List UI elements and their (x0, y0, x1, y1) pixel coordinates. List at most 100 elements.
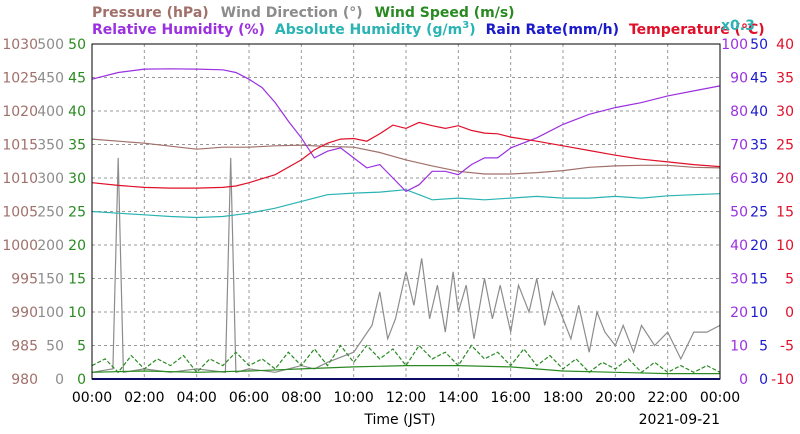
x-tick: 22:00 (647, 390, 687, 406)
wind-direction-axis-tick: 300 (37, 171, 64, 187)
wind-speed-axis-tick: 0 (77, 372, 86, 388)
wind-direction-axis-tick: 50 (46, 339, 64, 355)
wind-direction-axis-tick: 150 (37, 272, 64, 288)
legend-entry: Rain Rate(mm/h) (486, 22, 619, 38)
temperature-axis-tick: 20 (776, 171, 794, 187)
temperature-axis-tick: 10 (776, 238, 794, 254)
x-tick: 08:00 (281, 390, 321, 406)
humidity-axis-tick: 50 (730, 205, 748, 221)
temperature-axis-tick: 30 (776, 104, 794, 120)
humidity-axis-tick: 10 (730, 339, 748, 355)
humidity-axis-tick: 60 (730, 171, 748, 187)
rain-rate-axis-tick: 15 (750, 272, 768, 288)
x-tick: 00:00 (700, 390, 740, 406)
wind-direction-axis-tick: 250 (37, 205, 64, 221)
x-tick: 12:00 (386, 390, 426, 406)
x-tick: 20:00 (595, 390, 635, 406)
series-temperature (91, 121, 721, 189)
series-abs-humidity (91, 189, 721, 219)
wind-direction-axis-tick: 400 (37, 104, 64, 120)
wind-speed-axis-tick: 5 (77, 339, 86, 355)
x-axis: 00:00 02:00 04:00 06:00 08:00 10:00 12:00 14:00… (72, 390, 740, 406)
temperature-axis-tick: 5 (785, 272, 794, 288)
series-pressure (91, 138, 721, 175)
series-wind-direction (91, 157, 721, 374)
pressure-axis-tick: 980 (11, 372, 38, 388)
legend-entry: Wind Speed (m/s) (375, 5, 515, 21)
temperature-axis-tick: -10 (771, 372, 794, 388)
rain-rate-axis-tick: 45 (750, 71, 768, 87)
wind-direction-axis-tick: 500 (37, 37, 64, 53)
wind-direction-axis-tick: 450 (37, 71, 64, 87)
series-humidity (91, 68, 721, 193)
rain-rate-axis-tick: 30 (750, 171, 768, 187)
humidity-axis-tick: 20 (730, 305, 748, 321)
legend-entry: Relative Humidity (%) (92, 22, 265, 38)
rain-rate-axis-tick: 5 (759, 339, 768, 355)
rain-rate-axis-tick: 10 (750, 305, 768, 321)
temperature-axis-tick: 15 (776, 205, 794, 221)
legend-superscript: 3 (462, 20, 469, 31)
x-tick: 02:00 (124, 390, 164, 406)
x-tick: 16:00 (490, 390, 530, 406)
humidity-axis-tick: 100 (721, 37, 748, 53)
temperature-axis-tick: -5 (780, 339, 794, 355)
plot-grid (92, 44, 720, 379)
series-wind-speed (91, 344, 721, 374)
pressure-axis-tick: 995 (11, 272, 38, 288)
pressure-axis-tick: 985 (11, 339, 38, 355)
wind-direction-axis-tick: 100 (37, 305, 64, 321)
rain-rate-axis-tick: 40 (750, 104, 768, 120)
wind-speed-axis-tick: 20 (68, 238, 86, 254)
wind-speed-axis-tick: 15 (68, 272, 86, 288)
pressure-axis-tick: 1015 (2, 138, 38, 154)
x03-label: x0.3 (721, 18, 755, 34)
rain-rate-axis-tick: 0 (759, 372, 768, 388)
humidity-axis-tick: 0 (739, 372, 748, 388)
pressure-axis-tick: 1020 (2, 104, 38, 120)
x-tick: 10:00 (333, 390, 373, 406)
pressure-axis-tick: 990 (11, 305, 38, 321)
wind-speed-axis-tick: 40 (68, 104, 86, 120)
humidity-axis-tick: 80 (730, 104, 748, 120)
humidity-axis-tick: 40 (730, 238, 748, 254)
pressure-axis-tick: 1010 (2, 171, 38, 187)
pressure-axis-tick: 1030 (2, 37, 38, 53)
x-tick: 06:00 (229, 390, 269, 406)
date-label: 2021-09-21 (639, 412, 720, 428)
wind-speed-axis-tick: 30 (68, 171, 86, 187)
temperature-axis-tick: 35 (776, 71, 794, 87)
rain-rate-axis-tick: 50 (750, 37, 768, 53)
plot-frame (91, 43, 721, 380)
wind-speed-axis-tick: 10 (68, 305, 86, 321)
temperature-axis-tick: 40 (776, 37, 794, 53)
rain-rate-axis-tick: 20 (750, 238, 768, 254)
humidity-axis-tick: 90 (730, 71, 748, 87)
x-tick: 18:00 (543, 390, 583, 406)
rain-rate-axis-tick: 25 (750, 205, 768, 221)
wind-speed-axis-tick: 45 (68, 71, 86, 87)
temperature-axis-tick: 25 (776, 138, 794, 154)
axes-group: 9809859909951000100510101015102010251030… (2, 37, 794, 388)
legend-entry: Pressure (hPa) (92, 5, 209, 21)
wind-direction-axis-tick: 0 (55, 372, 64, 388)
legend-close: ) (469, 22, 475, 38)
wind-direction-axis-tick: 350 (37, 138, 64, 154)
humidity-axis-tick: 30 (730, 272, 748, 288)
wind-direction-axis-tick: 200 (37, 238, 64, 254)
legend-entry: Absolute Humidity (g/m3) (275, 20, 476, 38)
x-axis-label: Time (JST) (363, 412, 435, 428)
pressure-axis-tick: 1025 (2, 71, 38, 87)
rain-rate-axis-tick: 35 (750, 138, 768, 154)
legend-entry: Wind Direction (°) (221, 5, 363, 21)
wind-speed-axis-tick: 35 (68, 138, 86, 154)
temperature-axis-tick: 0 (785, 305, 794, 321)
humidity-axis-tick: 70 (730, 138, 748, 154)
legend: Pressure (hPa) Wind Direction (°) Wind Spe… (92, 5, 765, 38)
x-tick: 04:00 (176, 390, 216, 406)
x-tick: 14:00 (438, 390, 478, 406)
pressure-axis-tick: 1000 (2, 238, 38, 254)
wind-speed-axis-tick: 50 (68, 37, 86, 53)
series-wind-speed-avg (91, 365, 720, 375)
